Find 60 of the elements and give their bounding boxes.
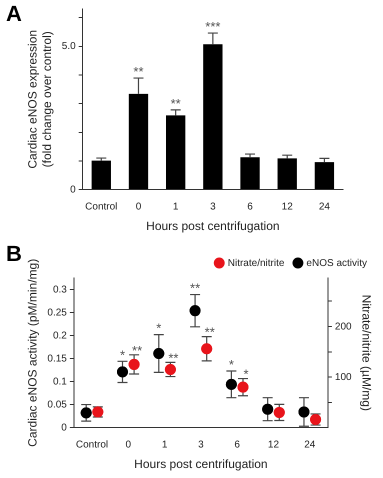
annotation: ** <box>132 342 142 358</box>
annotation: ** <box>133 64 144 80</box>
x-tick-label: 12 <box>282 201 294 212</box>
x-tick-label: 0 <box>126 439 132 450</box>
x-tick-label: 12 <box>268 439 280 450</box>
x-tick-label: 6 <box>247 201 254 212</box>
y2-axis-title: Nitrate/nitrite (µM/mg) <box>359 294 374 411</box>
x-tick-label: 1 <box>162 439 168 450</box>
x-tick-label: 3 <box>198 439 204 450</box>
bar <box>166 115 186 190</box>
x-tick-label: 0 <box>136 201 142 212</box>
x-tick-label: Control <box>85 201 118 212</box>
y-tick-label: 0.2 <box>52 330 68 342</box>
bar <box>278 158 297 190</box>
x-tick-label: 1 <box>172 201 179 212</box>
y-tick-label: 5.0 <box>62 41 76 52</box>
point <box>262 404 274 415</box>
bar <box>240 157 260 190</box>
x-tick-label: Control <box>76 439 108 450</box>
y2-tick-label: 100 <box>334 372 352 383</box>
annotation: ** <box>190 280 200 296</box>
x-axis-title: Hours post centrifugation <box>134 457 268 472</box>
point <box>201 343 212 354</box>
x-tick-label: 24 <box>304 439 316 450</box>
bar <box>314 162 334 190</box>
x-tick-label: 24 <box>318 201 330 212</box>
chart-title: B <box>6 241 22 266</box>
annotation: * <box>243 366 249 382</box>
chart-title: A <box>6 1 22 26</box>
legend-label: Nitrate/nitrite <box>228 258 285 269</box>
x-axis-title: Hours post centrifugation <box>146 219 280 234</box>
y-tick-label: 0.25 <box>47 307 68 318</box>
y-tick-label: 0.15 <box>47 353 68 364</box>
bar <box>203 44 223 190</box>
bar <box>92 160 111 190</box>
point <box>190 305 201 316</box>
y-tick-label: 0.05 <box>47 399 68 410</box>
annotation: * <box>120 347 126 362</box>
bar <box>128 94 148 190</box>
annotation: ** <box>170 96 181 111</box>
y-tick-label: 0.3 <box>52 284 68 296</box>
y-tick-label: 0 <box>61 422 68 434</box>
annotation: ** <box>204 324 215 340</box>
annotation: *** <box>205 19 220 34</box>
point <box>153 348 164 359</box>
point <box>298 406 310 418</box>
legend-label: eNOS activity <box>306 258 368 269</box>
y-axis-title: Cardiac eNOS activity (pM/min/mg) <box>26 258 40 447</box>
point <box>116 366 128 378</box>
point <box>237 382 248 393</box>
point <box>128 358 140 370</box>
y2-tick-label: 200 <box>334 321 352 332</box>
annotation: * <box>156 320 162 336</box>
annotation: * <box>228 356 234 372</box>
x-tick-label: 6 <box>234 439 240 450</box>
annotation: ** <box>168 350 178 366</box>
y-tick-label: 0.1 <box>52 376 68 388</box>
x-tick-label: 3 <box>210 201 216 212</box>
y-axis-title: Cardiac eNOS expression (fold change over control) <box>26 30 54 169</box>
point <box>226 378 237 390</box>
